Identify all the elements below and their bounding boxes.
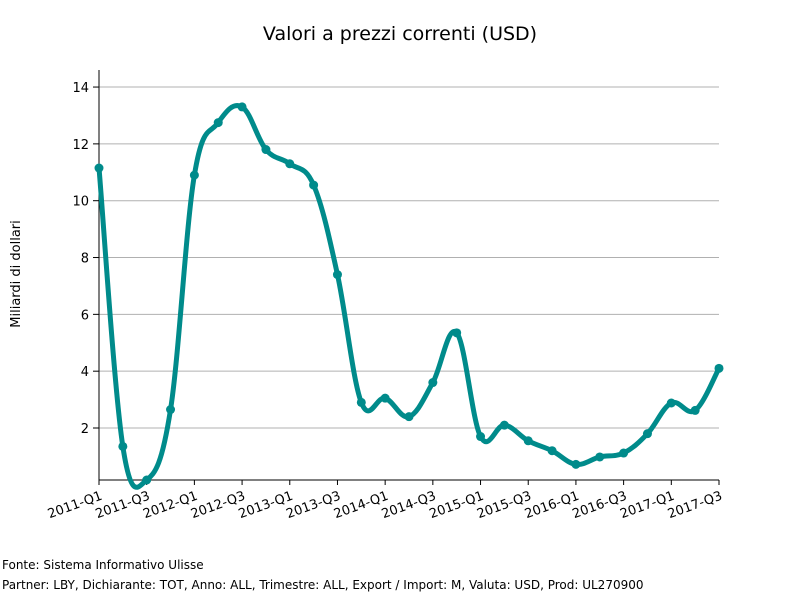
x-tick-label: 2014-Q3 <box>380 489 438 523</box>
data-point <box>499 420 509 430</box>
x-tick-label: 2012-Q3 <box>189 489 247 523</box>
x-tick-label: 2013-Q1 <box>237 489 295 523</box>
data-point <box>309 180 319 190</box>
y-tick-label: 10 <box>72 195 89 210</box>
line-chart: Valori a prezzi correnti (USD) Miliardi … <box>9 23 724 522</box>
chart-title: Valori a prezzi correnti (USD) <box>263 23 537 45</box>
data-point <box>237 102 247 112</box>
data-point <box>571 459 581 469</box>
data-points <box>94 102 724 485</box>
data-point <box>714 363 724 373</box>
data-point <box>213 118 223 128</box>
x-tick-label: 2012-Q1 <box>141 489 199 523</box>
x-tick-label: 2016-Q1 <box>523 489 581 523</box>
y-tick-label: 6 <box>81 308 89 323</box>
data-point <box>452 328 462 338</box>
x-tick-label: 2015-Q1 <box>427 489 485 523</box>
data-point <box>285 159 295 169</box>
data-point <box>166 405 176 415</box>
y-axis-label: Miliardi di dollari <box>9 220 24 327</box>
data-point <box>356 397 366 407</box>
x-tick-label: 2011-Q3 <box>94 489 152 523</box>
data-point <box>619 448 629 458</box>
x-ticks: 2011-Q12011-Q32012-Q12012-Q32013-Q12013-… <box>46 480 724 522</box>
data-point <box>523 436 533 446</box>
y-tick-label: 2 <box>81 422 89 437</box>
data-point <box>261 145 271 155</box>
x-tick-label: 2013-Q3 <box>284 489 342 523</box>
data-point <box>690 405 700 415</box>
series-line <box>96 103 722 490</box>
data-point <box>332 270 342 280</box>
data-point <box>94 163 104 173</box>
x-tick-label: 2017-Q3 <box>666 489 724 523</box>
grid-lines <box>99 86 719 429</box>
y-tick-label: 8 <box>81 252 89 267</box>
data-point <box>428 378 438 388</box>
x-tick-label: 2015-Q3 <box>475 489 533 523</box>
x-tick-label: 2017-Q1 <box>618 489 676 523</box>
x-tick-label: 2016-Q3 <box>571 489 629 523</box>
x-tick-label: 2014-Q1 <box>332 489 390 523</box>
details-note: Partner: LBY, Dichiarante: TOT, Anno: AL… <box>2 578 644 592</box>
data-point <box>404 412 414 422</box>
source-note: Fonte: Sistema Informativo Ulisse <box>2 558 204 572</box>
axes <box>98 70 719 481</box>
data-point <box>595 452 605 462</box>
y-tick-label: 14 <box>72 81 89 96</box>
data-point <box>642 429 652 439</box>
data-point <box>189 170 199 180</box>
data-point <box>380 393 390 403</box>
data-point <box>142 475 152 485</box>
data-point <box>547 446 557 456</box>
y-tick-label: 4 <box>81 365 89 380</box>
data-point <box>118 441 128 451</box>
data-point <box>476 432 486 442</box>
x-tick-label: 2011-Q1 <box>46 489 104 523</box>
y-ticks: 2 4 6 8 10 12 14 <box>72 81 99 437</box>
data-point <box>666 398 676 408</box>
y-tick-label: 12 <box>72 138 89 153</box>
